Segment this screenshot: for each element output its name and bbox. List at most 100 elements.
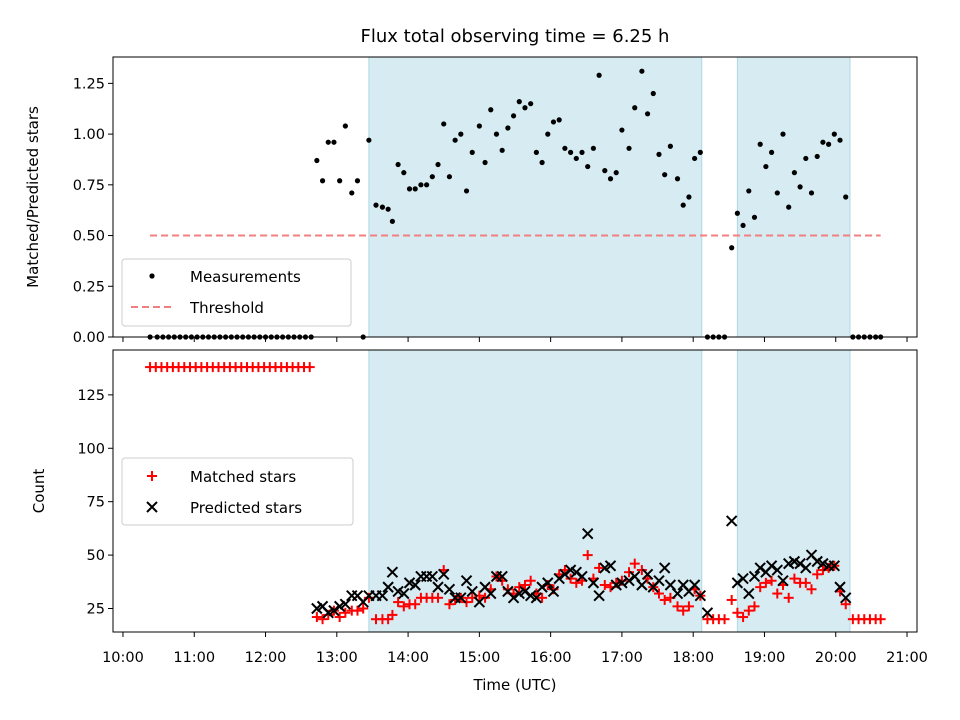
count-panel-y-ticks: 25 50 75 100 125 <box>77 388 113 618</box>
predicted-star-point <box>466 585 478 598</box>
x-tick-label: 17:00 <box>601 650 643 666</box>
predicted-star-point <box>777 575 789 587</box>
predicted-star-point <box>581 528 594 540</box>
observing-interval <box>736 349 851 633</box>
predicted-star-point <box>536 581 548 593</box>
predicted-star-point <box>339 598 352 610</box>
measurement-point <box>680 202 686 208</box>
count-legend-box <box>121 457 354 526</box>
y-tick-label: 0.25 <box>73 279 105 295</box>
measurement-point <box>476 123 482 129</box>
measurement-point <box>814 153 820 160</box>
measurement-point <box>469 149 475 155</box>
measurement-point <box>550 119 557 125</box>
predicted-star-point <box>653 575 665 587</box>
measurement-point <box>528 101 534 107</box>
measurement-point <box>562 145 568 151</box>
measurement-point <box>567 149 574 155</box>
predicted-star-point <box>701 607 714 619</box>
legend-predicted-marker <box>146 501 158 513</box>
predicted-star-point <box>731 577 744 589</box>
measurement-point <box>786 204 792 210</box>
matched-star-point <box>766 575 777 586</box>
ratio-panel: 0.00 0.25 0.50 0.75 1.00 1.25 Flux total obse… <box>24 26 918 346</box>
predicted-star-point <box>426 570 439 583</box>
matched-star-point <box>629 558 640 569</box>
predicted-star-point <box>593 589 605 602</box>
matched-star-point <box>624 567 635 578</box>
measurement-point <box>539 159 545 166</box>
matched-star-point <box>783 592 794 603</box>
measurement-point <box>780 131 786 137</box>
observing-intervals <box>368 349 851 633</box>
matched-star-point <box>537 592 548 603</box>
measurement-point <box>697 149 703 155</box>
predicted-star-point <box>671 587 684 600</box>
matched-star-point <box>726 594 737 605</box>
matched-star-point <box>659 594 670 605</box>
measurement-point <box>373 202 379 208</box>
predicted-star-point <box>443 583 456 595</box>
matched-star-point <box>749 601 760 612</box>
predicted-star-point <box>576 570 588 583</box>
predicted-star-point <box>553 572 565 585</box>
predicted-star-point <box>547 585 560 598</box>
observing-interval <box>368 349 703 633</box>
predicted-star-point <box>754 562 766 574</box>
matched-star-point <box>800 577 811 588</box>
observing-intervals <box>368 56 851 338</box>
measurement-point <box>820 139 826 145</box>
measurement-point <box>607 176 614 182</box>
predicted-star-point <box>485 587 497 600</box>
matched-star-point <box>755 582 766 593</box>
count-legend: Matched stars Predicted stars <box>121 457 354 526</box>
x-tick-label: 16:00 <box>530 650 572 666</box>
matched-star-point <box>444 599 455 610</box>
matched-star-point <box>875 614 886 625</box>
measurement-point <box>379 204 386 210</box>
matched-star-point <box>334 612 345 623</box>
measurement-point <box>412 186 418 192</box>
predicted-star-point <box>688 579 701 591</box>
measurement-point <box>692 155 698 162</box>
observing-interval <box>736 56 851 338</box>
predicted-star-point <box>496 570 508 583</box>
measurement-point <box>831 131 837 137</box>
matched-star-point <box>525 575 536 586</box>
y-tick-label: 1.00 <box>73 127 105 143</box>
measurement-point <box>644 111 651 117</box>
measurement-point <box>556 117 562 123</box>
measurement-point <box>337 178 343 184</box>
measurement-point <box>354 178 361 184</box>
measurement-point <box>579 149 585 155</box>
ratio-y-axis-label: Matched/Predicted stars <box>24 106 42 288</box>
matched-star-point <box>636 565 647 576</box>
matched-star-point <box>358 603 369 614</box>
measurement-point <box>446 174 453 180</box>
measurement-point <box>596 72 602 78</box>
predicted-star-point <box>382 581 394 593</box>
measurement-point <box>314 157 320 164</box>
predicted-star-point <box>455 592 467 604</box>
predicted-star-point <box>840 592 852 604</box>
matched-star-point <box>594 562 605 573</box>
x-axis-label: Time (UTC) <box>473 676 557 694</box>
predicted-star-point <box>623 575 635 587</box>
measurement-point <box>590 145 597 151</box>
chart-title: Flux total observing time = 6.25 h <box>361 26 670 47</box>
measurement-point <box>418 182 424 188</box>
matched-star-point <box>352 605 363 616</box>
measurement-point <box>319 178 326 184</box>
measurement-point <box>639 68 645 74</box>
measurement-point <box>585 163 591 170</box>
measurement-point <box>662 172 668 178</box>
matched-star-point <box>340 607 351 618</box>
matched-star-point <box>760 577 771 588</box>
measurement-point <box>545 131 551 137</box>
measurement-point <box>740 222 746 229</box>
matched-star-point <box>599 580 610 590</box>
measurement-point <box>429 174 435 180</box>
x-tick-label: 10:00 <box>102 650 144 666</box>
measurement-point <box>331 139 337 145</box>
